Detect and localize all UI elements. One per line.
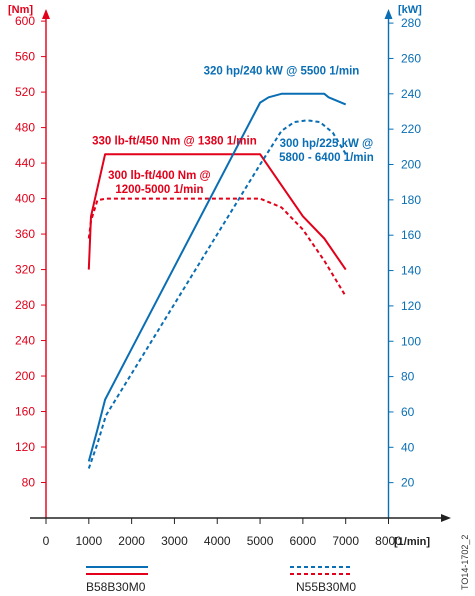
y-right-tick-label: 40 — [401, 440, 415, 454]
y-left-tick-label: 400 — [15, 192, 35, 206]
x-tick-label: 6000 — [290, 534, 317, 548]
legend: B58B30M0 N55B30M0 — [86, 566, 356, 594]
y-right-tick-label: 220 — [401, 122, 421, 136]
annotation-2: 330 lb-ft/450 Nm @ 1380 1/min — [92, 135, 257, 147]
y-left-tick-label: 360 — [15, 227, 35, 241]
y-right-tick-label: 80 — [401, 370, 415, 384]
annotation-line: 1200-5000 1/min — [115, 184, 203, 196]
legend-label-b58b30m0: B58B30M0 — [86, 580, 146, 594]
y-left-tick-label: 240 — [15, 334, 35, 348]
annotation-1: 320 hp/240 kW @ 5500 1/min — [204, 65, 360, 77]
y-left-tick-label: 200 — [15, 369, 35, 383]
annotation-layer: 320 hp/240 kW @ 5500 1/min 330 lb-ft/450 … — [92, 65, 374, 196]
x-tick-label: 3000 — [161, 534, 188, 548]
y-left-axis-arrow — [42, 9, 50, 19]
y-left-tick-label: 160 — [15, 405, 35, 419]
y-left-tick-label: 280 — [15, 298, 35, 312]
x-tick-label: 4000 — [204, 534, 231, 548]
y-right-tick-label: 60 — [401, 405, 415, 419]
y-left-unit-label: [Nm] — [8, 4, 33, 16]
power-line-b58b30m0 — [87, 92, 347, 462]
annotation-line: 5800 - 6400 1/min — [279, 152, 374, 164]
x-axis-arrow — [441, 514, 451, 522]
annotation-4: 300 hp/225 kW @ 5800 - 6400 1/min — [279, 138, 374, 164]
x-tick-label: 1000 — [75, 534, 102, 548]
series-layer — [87, 92, 347, 469]
y-right-tick-label: 240 — [401, 87, 421, 101]
legend-label-n55b30m0: N55B30M0 — [296, 580, 356, 594]
y-right-tick-label: 100 — [401, 334, 421, 348]
x-unit-label: [1/min] — [394, 536, 430, 548]
y-right-tick-label: 140 — [401, 264, 421, 278]
annotation-line: 330 lb-ft/450 Nm @ 1380 1/min — [92, 135, 257, 147]
annotation-line: 300 lb-ft/400 Nm @ — [108, 170, 211, 182]
y-left-tick-label: 80 — [22, 476, 36, 490]
x-tick-label: 2000 — [118, 534, 145, 548]
torque-line-n55b30m0 — [87, 197, 347, 297]
y-right-tick-label: 160 — [401, 228, 421, 242]
y-left-tick-label: 440 — [15, 156, 35, 170]
x-tick-label: 7000 — [332, 534, 359, 548]
y-left-tick-label: 520 — [15, 85, 35, 99]
y-right-tick-label: 180 — [401, 193, 421, 207]
annotation-line: 300 hp/225 kW @ — [280, 138, 374, 150]
annotation-3: 300 lb-ft/400 Nm @ 1200-5000 1/min — [108, 170, 211, 196]
axes-layer: [Nm]801201602002402803203604004404805205… — [8, 4, 451, 548]
y-right-tick-label: 260 — [401, 51, 421, 65]
torque-line-b58b30m0 — [87, 153, 347, 271]
y-right-tick-label: 20 — [401, 476, 415, 490]
x-tick-label: 8000 — [375, 534, 402, 548]
y-left-tick-label: 120 — [15, 440, 35, 454]
y-right-tick-label: 120 — [401, 299, 421, 313]
y-left-tick-label: 480 — [15, 121, 35, 135]
y-left-tick-label: 600 — [15, 14, 35, 28]
y-right-tick-label: 200 — [401, 158, 421, 172]
y-right-tick-label: 280 — [401, 16, 421, 30]
y-right-unit-label: [kW] — [398, 4, 422, 16]
y-right-axis-arrow — [384, 9, 393, 19]
x-tick-label: 0 — [43, 534, 50, 548]
annotation-line: 320 hp/240 kW @ 5500 1/min — [204, 65, 360, 77]
document-id: TO14-1702_2 — [460, 535, 470, 590]
y-left-tick-label: 560 — [15, 50, 35, 64]
y-left-tick-label: 320 — [15, 263, 35, 277]
x-tick-label: 5000 — [247, 534, 274, 548]
